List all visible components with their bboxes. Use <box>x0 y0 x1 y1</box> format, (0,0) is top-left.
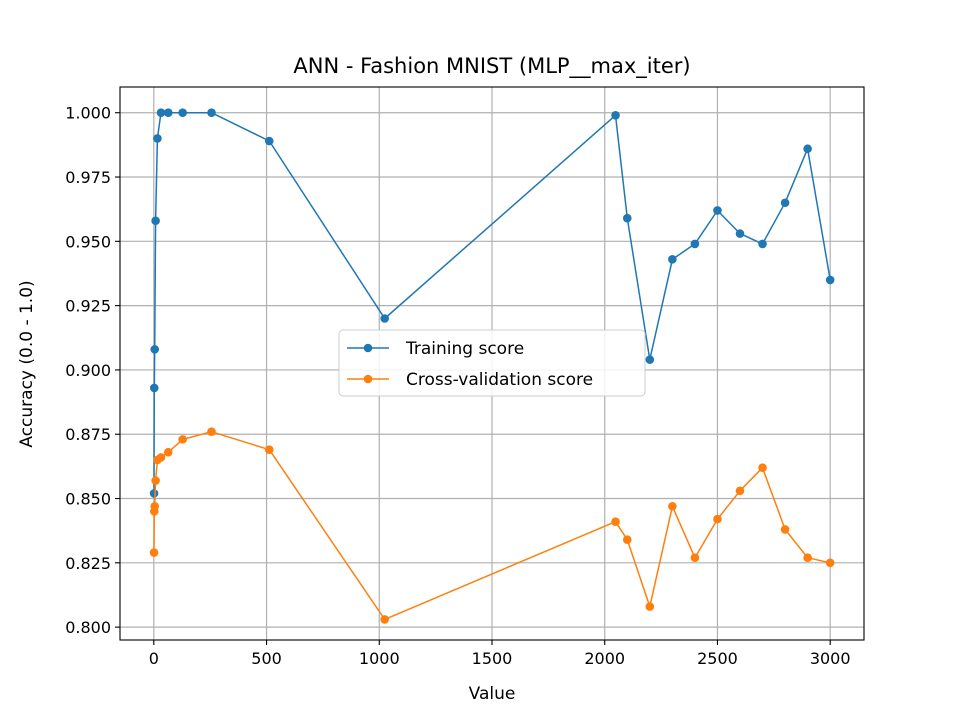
legend-marker <box>363 343 373 353</box>
x-tick-label: 2500 <box>697 649 738 668</box>
data-point <box>264 445 274 454</box>
y-tick-label: 1.000 <box>65 104 111 123</box>
grid <box>120 87 864 640</box>
legend-marker <box>363 374 373 384</box>
data-point <box>668 501 677 511</box>
legend: Training score Cross-validation score <box>338 329 646 397</box>
data-point <box>264 136 274 146</box>
y-tick-label: 0.800 <box>65 618 111 637</box>
data-point <box>735 229 745 238</box>
chart-title: ANN - Fashion MNIST (MLP__max_iter) <box>293 54 690 79</box>
data-point <box>780 525 790 534</box>
legend-label: Training score <box>405 339 524 359</box>
data-point <box>690 239 700 249</box>
data-point <box>611 110 620 120</box>
y-axis: 0.800 0.825 0.850 0.875 0.900 0.925 0.950 0.975… <box>65 104 120 637</box>
x-tick-label: 0 <box>149 649 159 668</box>
data-point <box>713 206 722 215</box>
data-point <box>149 548 159 557</box>
data-point <box>149 489 159 498</box>
y-axis-label: Accuracy (0.0 - 1.0) <box>17 280 37 447</box>
data-point <box>178 108 187 118</box>
data-point <box>645 602 655 611</box>
legend-item: Training score <box>347 339 524 359</box>
data-point <box>150 345 160 354</box>
data-point <box>207 108 216 118</box>
data-point <box>151 216 160 226</box>
y-tick-label: 0.850 <box>65 490 111 509</box>
series-1 <box>149 108 835 498</box>
legend-label: Cross-validation score <box>406 370 593 390</box>
data-point <box>758 239 767 249</box>
data-point <box>149 383 159 393</box>
series-2 <box>149 427 835 624</box>
x-tick-label: 1000 <box>359 649 400 668</box>
data-point <box>163 447 173 457</box>
data-point <box>825 558 835 568</box>
y-tick-label: 0.825 <box>65 554 111 573</box>
data-point <box>163 108 173 118</box>
data-point <box>611 517 620 526</box>
legend-item: Cross-validation score <box>347 370 593 390</box>
x-tick-label: 2000 <box>584 649 625 668</box>
data-point <box>758 463 767 472</box>
data-point <box>622 213 632 223</box>
data-point <box>207 427 216 436</box>
y-tick-label: 0.975 <box>65 168 111 187</box>
data-point <box>690 553 700 562</box>
y-tick-label: 0.925 <box>65 297 111 316</box>
data-point <box>645 355 655 364</box>
data-point <box>735 486 745 496</box>
series-layer <box>149 108 835 624</box>
y-tick-label: 0.875 <box>65 425 111 444</box>
x-tick-label: 500 <box>251 649 282 668</box>
data-point <box>150 501 160 511</box>
x-axis-label: Value <box>469 684 516 704</box>
x-tick-label: 3000 <box>810 649 851 668</box>
data-point <box>380 314 389 323</box>
x-tick-label: 1500 <box>472 649 513 668</box>
data-point <box>156 108 166 118</box>
data-point <box>803 144 812 154</box>
data-point <box>825 275 835 285</box>
data-point <box>622 535 632 544</box>
series-line <box>153 430 831 621</box>
y-tick-label: 0.900 <box>65 361 111 380</box>
data-point <box>151 476 160 485</box>
series-line <box>153 111 831 494</box>
data-point <box>153 134 162 143</box>
data-point <box>780 198 790 208</box>
data-point <box>380 615 389 624</box>
x-axis: 0 500 1000 1500 2000 2500 3000 <box>149 640 851 668</box>
legend-box <box>338 329 646 397</box>
y-tick-label: 0.950 <box>65 232 111 251</box>
data-point <box>713 514 722 524</box>
data-point <box>803 553 812 562</box>
data-point <box>178 435 187 444</box>
data-point <box>668 255 677 264</box>
data-point <box>156 453 166 462</box>
